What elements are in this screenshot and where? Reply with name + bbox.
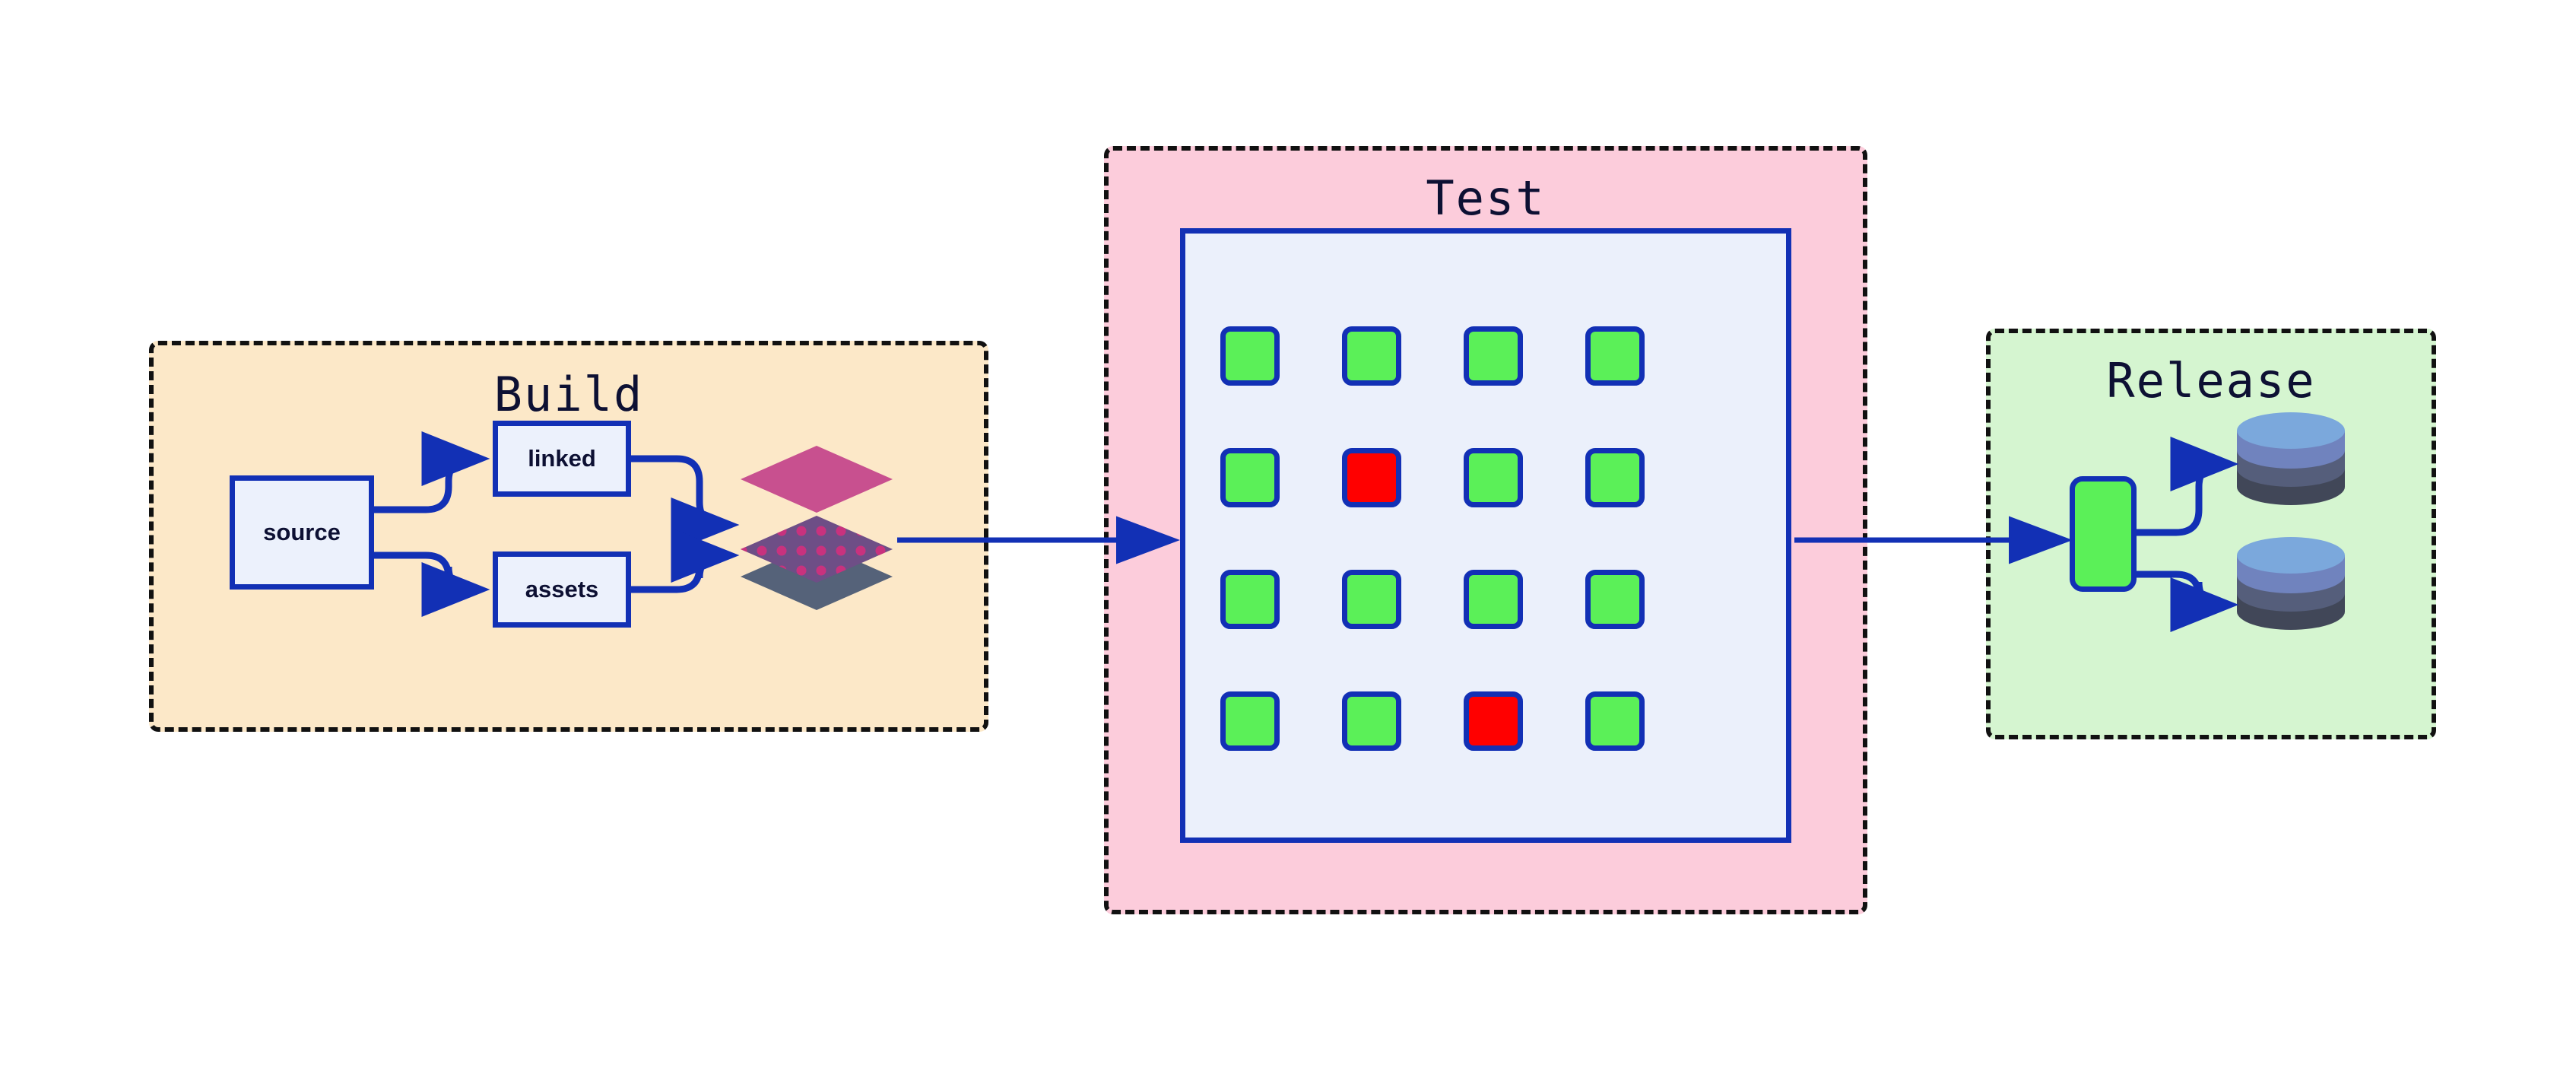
test-cell[interactable]	[1342, 691, 1401, 751]
group-release-title: Release	[2106, 353, 2316, 408]
test-cell-failed[interactable]	[1464, 691, 1523, 751]
edge-source-assets	[374, 551, 490, 617]
test-cell-failed[interactable]	[1342, 448, 1401, 507]
test-cell[interactable]	[1342, 570, 1401, 629]
test-cell[interactable]	[1220, 326, 1280, 386]
test-results-grid	[1220, 326, 1645, 751]
test-cell[interactable]	[1464, 448, 1523, 507]
stacked-layers-icon[interactable]	[736, 446, 897, 610]
edge-release-db-top	[2137, 437, 2239, 536]
edge-linked-layers	[631, 455, 740, 552]
test-cell[interactable]	[1220, 691, 1280, 751]
test-cell[interactable]	[1585, 326, 1645, 386]
test-cell[interactable]	[1585, 570, 1645, 629]
node-assets[interactable]: assets	[493, 551, 631, 628]
node-linked[interactable]: linked	[493, 421, 631, 497]
test-cell[interactable]	[1464, 326, 1523, 386]
test-results-panel	[1180, 228, 1791, 843]
test-cell[interactable]	[1342, 326, 1401, 386]
edge-release-db-bottom	[2137, 571, 2239, 632]
test-cell[interactable]	[1464, 570, 1523, 629]
database-icon[interactable]	[2237, 537, 2345, 630]
group-test-title: Test	[1426, 170, 1546, 226]
database-icon[interactable]	[2237, 412, 2345, 505]
test-cell[interactable]	[1585, 691, 1645, 751]
test-cell[interactable]	[1220, 448, 1280, 507]
test-cell[interactable]	[1585, 448, 1645, 507]
edge-source-linked	[374, 431, 490, 513]
test-cell[interactable]	[1220, 570, 1280, 629]
node-source[interactable]: source	[230, 475, 374, 590]
edge-assets-layers	[631, 528, 740, 593]
group-build-title: Build	[493, 367, 644, 422]
